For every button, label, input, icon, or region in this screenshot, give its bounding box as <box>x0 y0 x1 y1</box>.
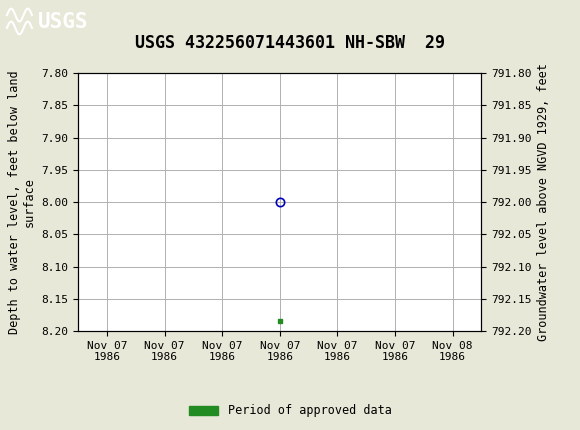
Text: USGS: USGS <box>38 12 88 31</box>
Y-axis label: Depth to water level, feet below land
surface: Depth to water level, feet below land su… <box>8 70 36 334</box>
Legend: Period of approved data: Period of approved data <box>184 399 396 422</box>
Text: USGS 432256071443601 NH-SBW  29: USGS 432256071443601 NH-SBW 29 <box>135 34 445 52</box>
Y-axis label: Groundwater level above NGVD 1929, feet: Groundwater level above NGVD 1929, feet <box>537 63 550 341</box>
